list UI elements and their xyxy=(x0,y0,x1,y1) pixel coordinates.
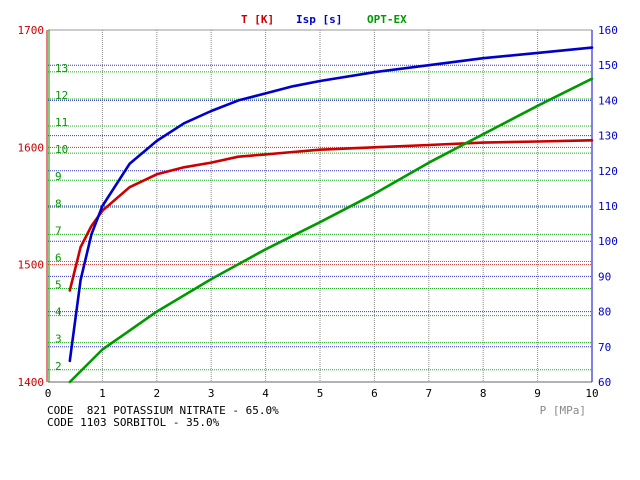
isp-tick-label: 140 xyxy=(598,94,618,107)
legend-entry: Isp [s] xyxy=(296,13,342,26)
isp-tick-label: 80 xyxy=(598,306,611,319)
legend-entry: T [K] xyxy=(241,13,274,26)
t-tick-label: 1500 xyxy=(18,259,45,272)
isp-tick-label: 160 xyxy=(598,24,618,37)
t-tick-label: 1400 xyxy=(18,376,45,389)
x-tick-label: 2 xyxy=(153,387,160,400)
t-tick-label: 1700 xyxy=(18,24,45,37)
footer-line-1: CODE 821 POTASSIUM NITRATE - 65.0% xyxy=(47,404,279,417)
isp-tick-label: 90 xyxy=(598,270,611,283)
footer-line-2: CODE 1103 SORBITOL - 35.0% xyxy=(47,416,220,429)
isp-tick-label: 60 xyxy=(598,376,611,389)
optex-tick-label: 12 xyxy=(55,89,68,102)
plot-frame xyxy=(46,29,593,383)
optex-tick-label: 8 xyxy=(55,197,62,210)
isp-tick-label: 130 xyxy=(598,130,618,143)
x-tick-label: 7 xyxy=(425,387,432,400)
x-tick-label: 9 xyxy=(534,387,541,400)
isp-tick-label: 100 xyxy=(598,235,618,248)
optex-tick-label: 9 xyxy=(55,170,62,183)
x-tick-label: 6 xyxy=(371,387,378,400)
optex-tick-label: 3 xyxy=(55,333,62,346)
x-tick-label: 3 xyxy=(208,387,215,400)
x-tick-label: 10 xyxy=(585,387,598,400)
x-tick-label: 1 xyxy=(99,387,106,400)
grid xyxy=(48,30,592,382)
isp-tick-label: 120 xyxy=(598,165,618,178)
optex-tick-label: 2 xyxy=(55,360,62,373)
series-line-optex xyxy=(68,77,594,384)
tick-labels: 0 1 2 3 4 5 6 7 8 9 101400150016001700234567891011… xyxy=(18,24,618,417)
series-line-isp xyxy=(68,46,594,363)
t-tick-label: 1600 xyxy=(18,141,45,154)
optex-tick-label: 7 xyxy=(55,224,62,237)
isp-tick-label: 70 xyxy=(598,341,611,354)
x-axis-label: P [MPa] xyxy=(540,404,586,417)
isp-tick-label: 110 xyxy=(598,200,618,213)
legend: T [K] Isp [s] OPT-EX xyxy=(241,13,407,26)
legend-entry: OPT-EX xyxy=(367,13,407,26)
x-tick-label: 0 xyxy=(45,387,52,400)
optex-tick-label: 10 xyxy=(55,143,68,156)
x-tick-label: 5 xyxy=(317,387,324,400)
x-tick-label: 4 xyxy=(262,387,269,400)
optex-tick-label: 11 xyxy=(55,116,68,129)
optex-tick-label: 6 xyxy=(55,251,62,264)
optex-tick-label: 4 xyxy=(55,306,62,319)
x-tick-label: 8 xyxy=(480,387,487,400)
optex-tick-label: 5 xyxy=(55,279,62,292)
series-lines xyxy=(68,46,594,384)
optex-tick-label: 13 xyxy=(55,62,68,75)
isp-tick-label: 150 xyxy=(598,59,618,72)
